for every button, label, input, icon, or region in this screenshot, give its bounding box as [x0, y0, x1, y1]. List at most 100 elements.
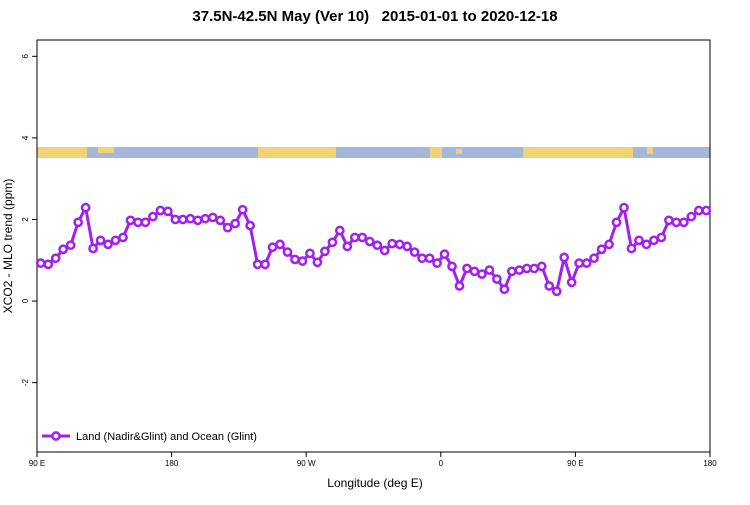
point	[559, 252, 570, 263]
y-tick-label: -2	[21, 379, 30, 387]
point	[237, 204, 248, 215]
x-tick-label: 0	[439, 459, 444, 468]
point	[492, 274, 502, 284]
point	[305, 248, 315, 259]
point	[589, 253, 599, 264]
point	[409, 247, 420, 257]
x-tick-label: 90 E	[29, 459, 45, 468]
legend-item: Land (Nadir&Glint) and Ocean (Glint)	[42, 431, 257, 443]
legend-label: Land (Nadir&Glint) and Ocean (Glint)	[76, 431, 257, 443]
point	[163, 206, 173, 217]
point	[222, 222, 233, 233]
point	[260, 259, 270, 270]
point	[88, 243, 98, 254]
point	[155, 205, 166, 216]
point	[634, 235, 644, 246]
point	[320, 246, 330, 257]
point	[611, 217, 622, 228]
x-tick-label: 180	[165, 459, 179, 468]
point	[357, 232, 368, 243]
point	[275, 239, 285, 250]
point	[402, 241, 412, 252]
y-tick-label: 2	[21, 217, 30, 222]
point	[469, 266, 480, 277]
point	[80, 202, 91, 213]
point	[394, 239, 405, 250]
point	[641, 239, 652, 250]
point	[462, 263, 472, 274]
point	[439, 249, 450, 260]
point	[551, 286, 562, 297]
point	[207, 212, 218, 223]
point	[312, 257, 323, 268]
point	[656, 232, 667, 243]
point	[95, 235, 106, 246]
point	[664, 215, 674, 226]
point	[103, 239, 113, 250]
x-tick-label: 180	[703, 459, 717, 468]
point	[514, 265, 525, 275]
point	[177, 214, 188, 225]
point	[693, 205, 704, 216]
point	[417, 253, 427, 264]
point	[35, 258, 46, 268]
point	[335, 225, 345, 236]
x-tick-label: 90 E	[567, 459, 583, 468]
point	[521, 263, 532, 274]
point	[118, 232, 128, 243]
point	[432, 258, 442, 268]
point	[701, 205, 712, 216]
point	[477, 269, 487, 279]
x-tick-label: 90 W	[297, 459, 316, 468]
point	[424, 253, 435, 264]
plot-frame	[36, 39, 711, 453]
point	[342, 241, 353, 252]
legend-marker	[51, 431, 61, 441]
point	[58, 244, 69, 255]
point	[133, 217, 143, 228]
land-ocean-strip	[37, 147, 710, 158]
point	[192, 215, 203, 226]
point	[671, 217, 682, 228]
point	[566, 277, 577, 288]
point	[604, 239, 614, 250]
point	[447, 261, 457, 272]
point	[379, 245, 390, 256]
point	[215, 215, 226, 226]
point	[686, 211, 697, 222]
point	[50, 253, 61, 264]
point	[544, 281, 555, 291]
point	[596, 244, 607, 255]
point	[536, 261, 547, 272]
point	[364, 236, 375, 247]
point	[649, 235, 659, 246]
point	[619, 202, 629, 213]
x-axis-label: Longitude (deg E)	[327, 476, 422, 490]
point	[387, 238, 398, 249]
point	[574, 258, 584, 268]
chart-title: 37.5N-42.5N May (Ver 10) 2015-01-01 to 2…	[192, 8, 557, 25]
point	[499, 284, 510, 295]
point	[110, 235, 121, 246]
point	[372, 240, 383, 251]
point	[170, 214, 181, 225]
point	[140, 217, 151, 228]
point	[506, 266, 517, 277]
point	[230, 218, 241, 229]
y-tick-label: 0	[21, 298, 30, 303]
point	[245, 220, 255, 231]
y-tick-label: 6	[21, 54, 30, 59]
point	[148, 211, 158, 222]
point	[581, 258, 592, 268]
y-axis-label: XCO2 - MLO trend (ppm)	[1, 179, 15, 314]
point	[484, 265, 495, 275]
point	[267, 242, 278, 253]
point	[43, 259, 54, 270]
point	[282, 247, 293, 257]
point	[200, 213, 211, 224]
point	[349, 232, 360, 243]
point	[65, 240, 76, 251]
point	[454, 281, 465, 291]
point	[626, 243, 637, 254]
